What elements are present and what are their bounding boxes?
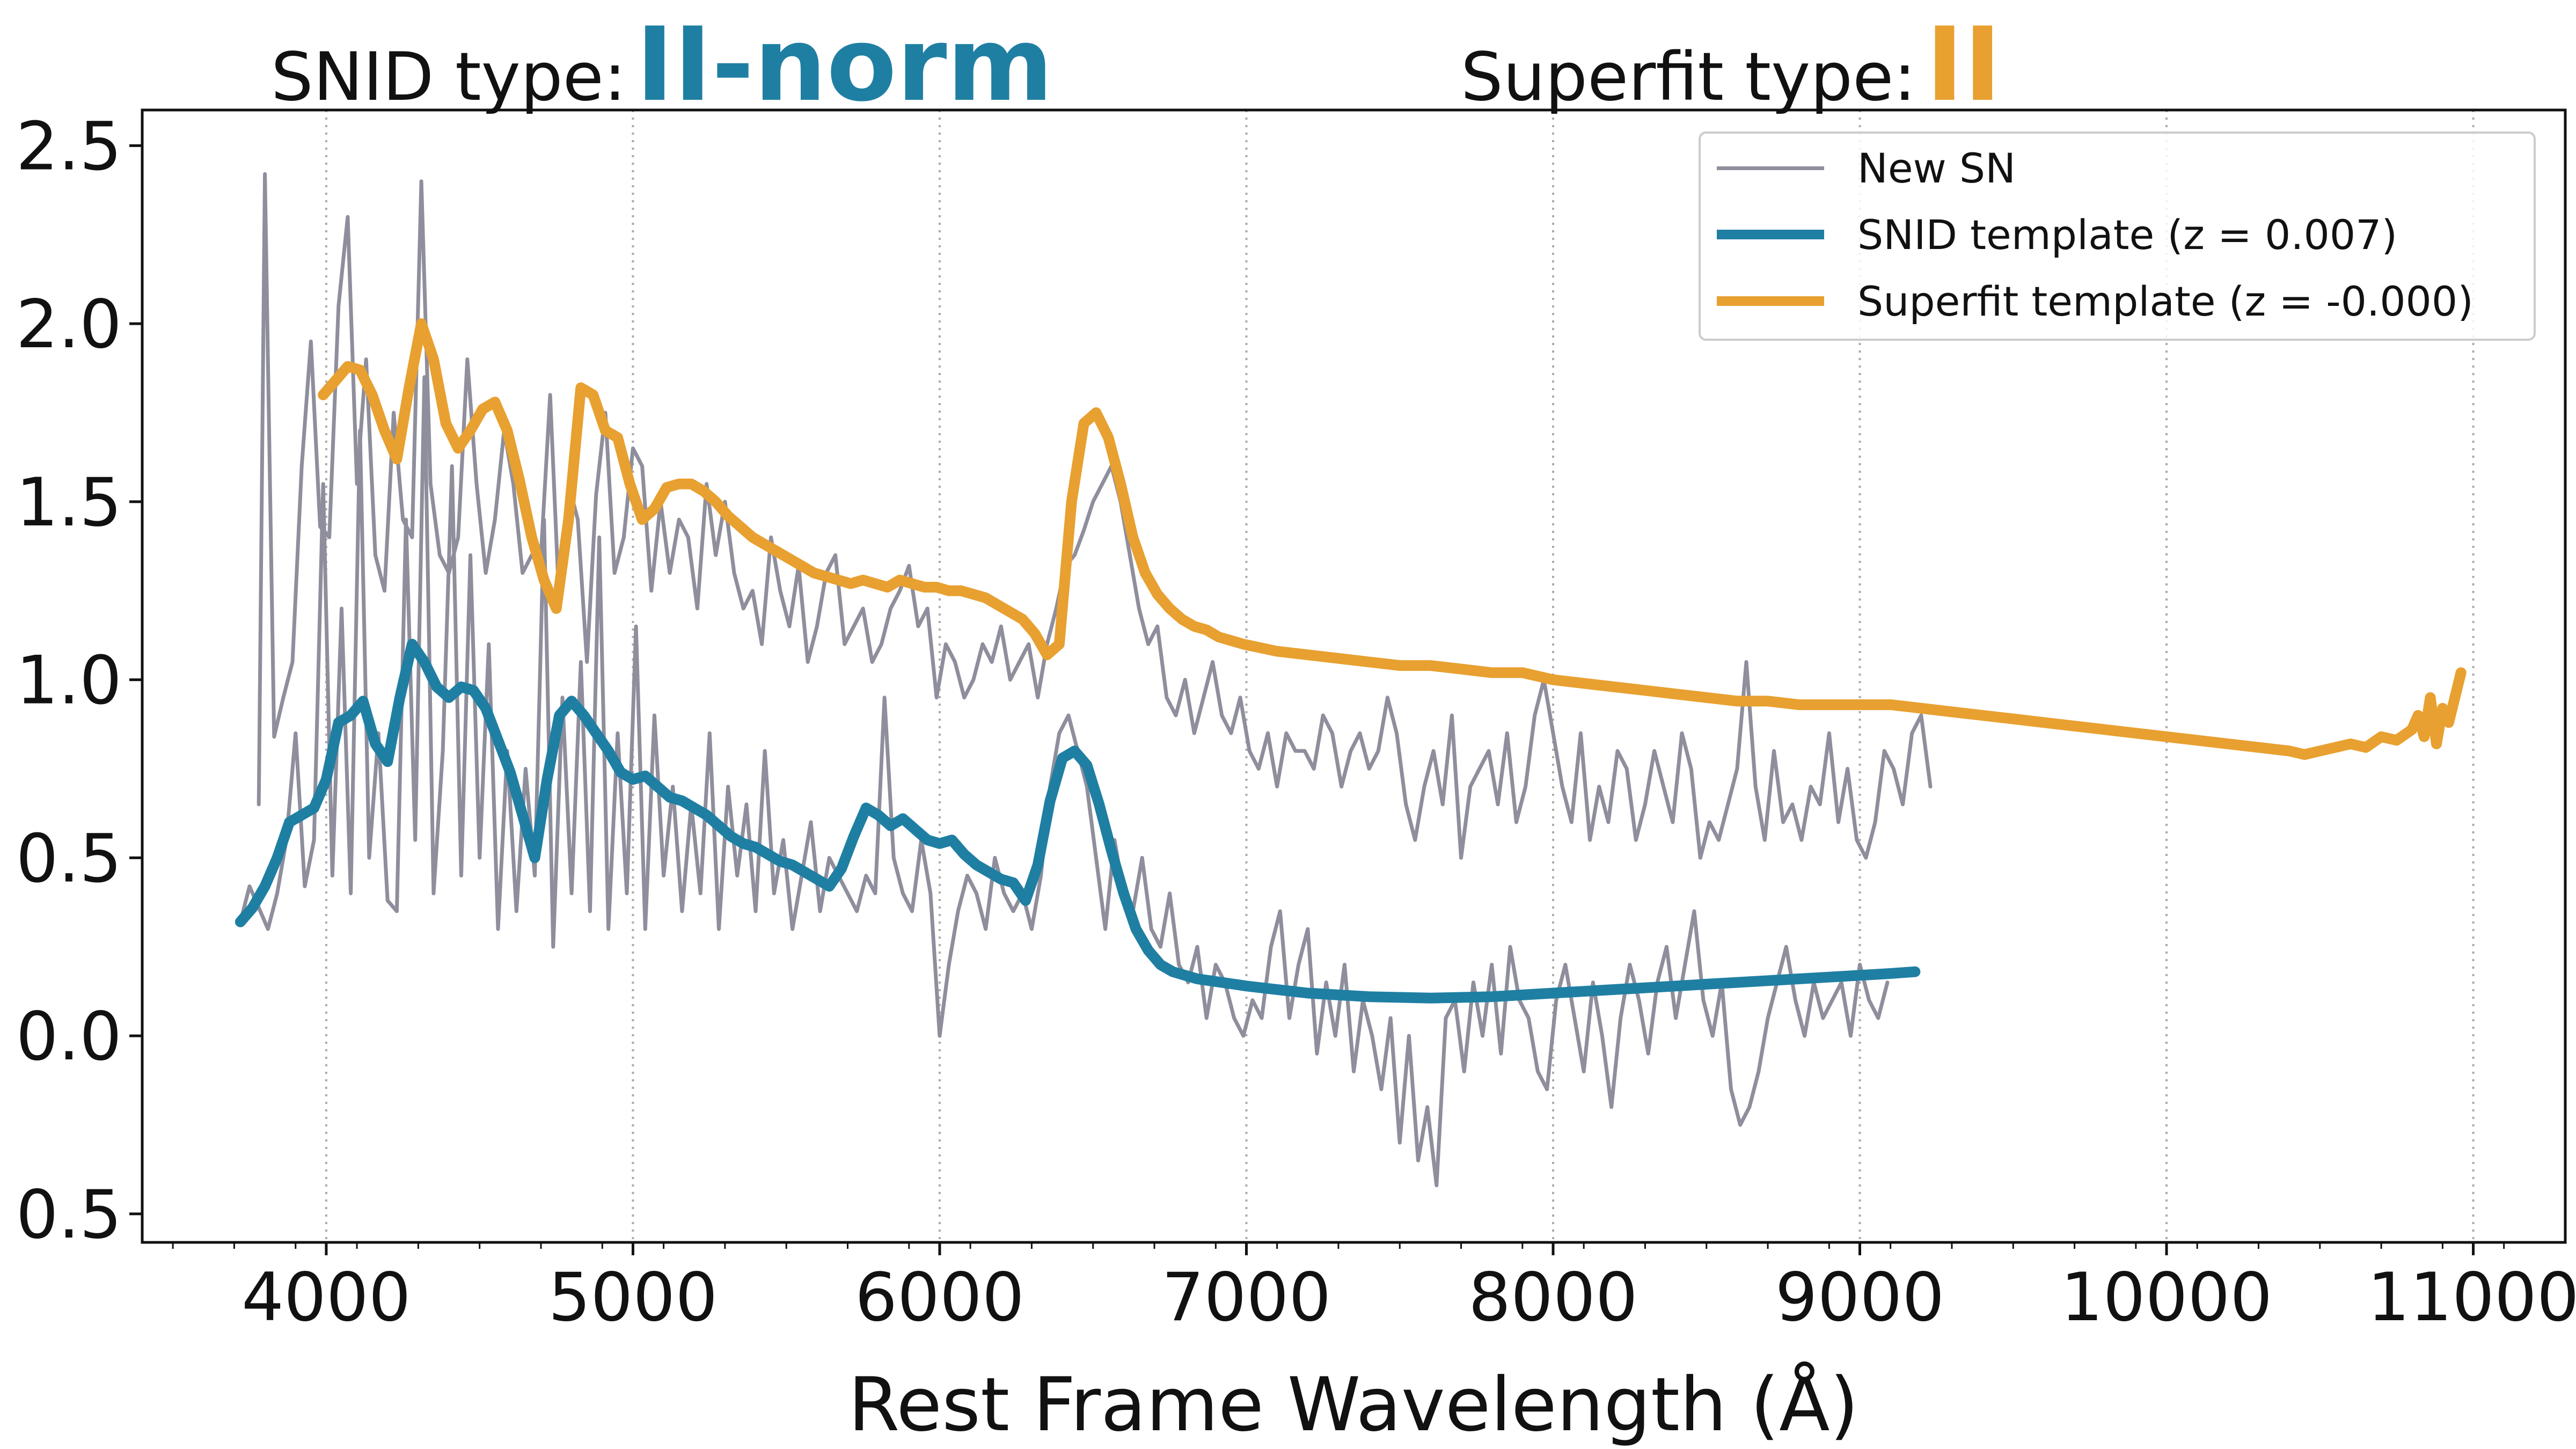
legend-swatch-new-sn [1717,166,1824,170]
superfit-type-value: II [1926,5,2002,124]
superfit-type-label: Superfit type: [1461,39,1916,116]
x-tick-label: 5000 [548,1259,718,1336]
y-tick-label: 2.5 [16,108,122,185]
x-tick-label: 8000 [1468,1259,1638,1336]
x-tick-label: 7000 [1162,1259,1331,1336]
new-sn-spectrum [257,172,1933,860]
legend-label-superfit-template: Superfit template (z = -0.000) [1857,277,2473,325]
snid-template-line [235,639,1921,1004]
x-tick-label: 4000 [241,1259,411,1336]
snid-type-header: SNID type: II-norm [271,5,1053,129]
superfit-template-line [318,318,2467,760]
y-tick-label: 1.5 [16,464,122,541]
series-lines [235,172,2467,1188]
legend-label-snid-template: SNID template (z = 0.007) [1857,210,2398,259]
y-tick-label: 0.5 [16,820,122,897]
superfit-type-header: Superfit type: II [1461,5,2002,129]
legend-item-snid-template: SNID template (z = 0.007) [1701,208,2397,261]
x-tick-label: 6000 [855,1259,1024,1336]
legend-item-new-sn: New SN [1701,141,2016,195]
x-tick-label: 10000 [2061,1259,2272,1336]
x-tick-label: 9000 [1775,1259,1945,1336]
y-tick-label: 0.0 [16,998,122,1075]
y-tick-label: 1.0 [16,642,122,720]
chart-legend: New SN SNID template (z = 0.007) Superfi… [1699,131,2536,341]
x-tick-label: 11000 [2367,1259,2576,1336]
y-tick-label: 0.5 [16,1176,122,1254]
snid-type-label: SNID type: [271,39,626,116]
legend-swatch-superfit-template [1717,296,1824,306]
legend-item-superfit-template: Superfit template (z = -0.000) [1701,274,2473,328]
new-sn-spectrum [238,375,1890,1188]
x-axis-label: Rest Frame Wavelength (Å) [848,1362,1859,1448]
legend-swatch-snid-template [1717,230,1824,239]
snid-type-value: II-norm [635,5,1053,124]
legend-label-new-sn: New SN [1857,144,2016,192]
axis-ticks: 4000 5000 6000 7000 8000 9000 10000 11000 2.5 2.0… [16,108,2576,1336]
y-tick-label: 2.0 [16,286,122,363]
plot-frame [141,108,2567,1244]
